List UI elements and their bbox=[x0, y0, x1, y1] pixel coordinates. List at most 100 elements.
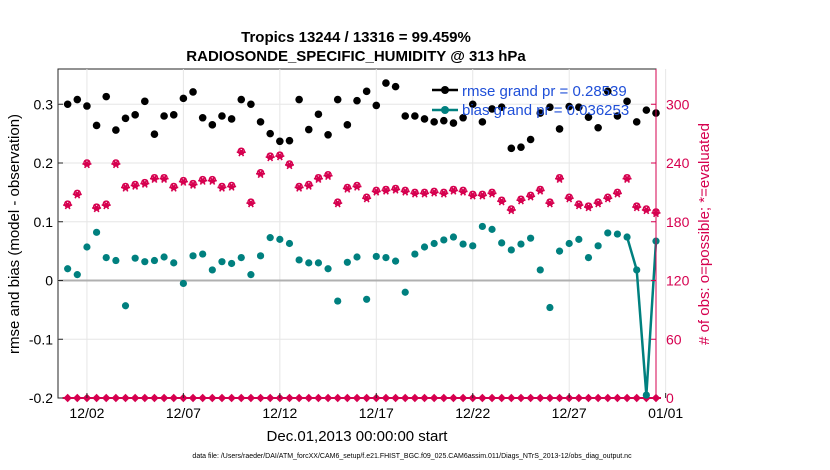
obs-evaluated-point bbox=[448, 186, 458, 195]
bias-point bbox=[131, 254, 139, 262]
obs-evaluated-point bbox=[362, 193, 372, 203]
obs-zero-point bbox=[130, 393, 141, 403]
bias-point bbox=[363, 295, 371, 303]
obs-evaluated-core bbox=[451, 188, 456, 193]
obs-evaluated-point bbox=[333, 198, 343, 208]
obs-evaluated-point bbox=[130, 181, 140, 190]
obs-zero-marker bbox=[150, 393, 159, 403]
y-left-tick-label: 0.3 bbox=[34, 96, 54, 112]
rmse-point bbox=[179, 94, 188, 103]
obs-evaluated-point bbox=[622, 174, 632, 183]
obs-evaluated-point bbox=[516, 195, 526, 205]
obs-evaluated-point bbox=[294, 183, 304, 192]
obs-evaluated-point bbox=[468, 191, 478, 200]
obs-evaluated-point bbox=[458, 187, 468, 196]
obs-zero-marker bbox=[593, 393, 603, 403]
rmse-point bbox=[218, 112, 226, 120]
obs-zero-point bbox=[110, 393, 121, 403]
data-file-footnote: data file: /Users/raeder/DAI/ATM_forcXX/… bbox=[192, 453, 632, 460]
bias-point bbox=[208, 266, 216, 274]
x-tick-label: 12/17 bbox=[359, 405, 394, 421]
y-right-tick-label: 0 bbox=[666, 390, 674, 406]
obs-zero-marker bbox=[603, 393, 613, 403]
obs-zero-point bbox=[294, 393, 305, 403]
obs-evaluated-point bbox=[198, 176, 208, 185]
obs-evaluated-core bbox=[470, 193, 475, 198]
bias-point bbox=[498, 239, 506, 247]
obs-evaluated-core bbox=[615, 191, 620, 196]
obs-evaluated-point bbox=[352, 182, 362, 191]
obs-evaluated-core bbox=[345, 186, 350, 191]
obs-evaluated-point bbox=[323, 171, 333, 181]
bias-point bbox=[353, 253, 361, 261]
obs-zero-point bbox=[515, 393, 526, 403]
obs-zero-marker bbox=[227, 393, 236, 403]
bias-point bbox=[527, 234, 535, 242]
obs-evaluated-point bbox=[121, 183, 131, 192]
obs-evaluated-point bbox=[207, 176, 217, 185]
rmse-point bbox=[247, 100, 255, 109]
bias-point bbox=[382, 253, 390, 262]
obs-count-series bbox=[62, 147, 661, 403]
y-axis-right: 0 60 120 180 240 300 bbox=[651, 69, 690, 406]
y-left-tick-label: 0 bbox=[45, 273, 53, 289]
obs-evaluated-core bbox=[480, 193, 485, 198]
obs-evaluated-core bbox=[595, 200, 601, 206]
obs-evaluated-core bbox=[229, 184, 234, 189]
obs-evaluated-point bbox=[593, 198, 603, 208]
rmse-point bbox=[497, 103, 506, 111]
rmse-point bbox=[546, 103, 554, 111]
obs-zero-marker bbox=[159, 393, 169, 403]
rmse-point bbox=[285, 136, 294, 145]
obs-zero-point bbox=[207, 393, 218, 403]
rmse-point bbox=[575, 103, 583, 111]
obs-zero-point bbox=[245, 393, 256, 403]
obs-zero-marker bbox=[256, 393, 265, 403]
obs-evaluated-core bbox=[65, 202, 70, 208]
obs-zero-point bbox=[101, 393, 112, 403]
rmse-point bbox=[411, 112, 419, 120]
bias-point bbox=[314, 259, 323, 267]
bias-point bbox=[247, 271, 255, 279]
obs-evaluated-core bbox=[644, 207, 649, 213]
bias-point bbox=[594, 242, 602, 250]
obs-zero-marker bbox=[285, 393, 294, 403]
y-right-tick-label: 240 bbox=[666, 155, 690, 171]
y-right-tick-label: 180 bbox=[666, 214, 690, 230]
obs-zero-point bbox=[631, 393, 642, 403]
obs-evaluated-point bbox=[506, 205, 516, 215]
rmse-point bbox=[362, 87, 371, 96]
rmse-point bbox=[102, 92, 111, 101]
obs-evaluated-point bbox=[583, 202, 593, 212]
obs-evaluated-point bbox=[564, 193, 574, 203]
obs-evaluated-core bbox=[296, 185, 302, 190]
bias-point bbox=[546, 303, 554, 312]
bias-point bbox=[642, 391, 650, 399]
rmse-point bbox=[112, 126, 120, 134]
obs-evaluated-point bbox=[188, 180, 198, 189]
obs-evaluated-core bbox=[316, 176, 321, 181]
obs-evaluated-point bbox=[641, 205, 651, 215]
obs-evaluated-core bbox=[364, 196, 369, 201]
rmse-point bbox=[420, 115, 429, 123]
obs-evaluated-core bbox=[576, 202, 582, 208]
obs-zero-point bbox=[525, 393, 536, 403]
obs-zero-point bbox=[400, 393, 411, 403]
x-tick-label: 12/27 bbox=[552, 405, 587, 421]
obs-evaluated-core bbox=[171, 185, 176, 190]
obs-evaluated-point bbox=[236, 147, 246, 157]
obs-zero-point bbox=[120, 393, 131, 403]
rmse-point bbox=[121, 114, 130, 123]
rmse-point bbox=[333, 95, 342, 104]
obs-evaluated-point bbox=[256, 169, 266, 179]
obs-evaluated-core bbox=[132, 183, 138, 188]
obs-zero-marker bbox=[536, 393, 545, 403]
obs-zero-point bbox=[622, 393, 633, 403]
obs-zero-marker bbox=[555, 393, 564, 403]
rmse-point bbox=[198, 113, 207, 122]
y-left-tick-label: 0.2 bbox=[34, 155, 54, 171]
obs-evaluated-point bbox=[612, 189, 622, 198]
obs-evaluated-core bbox=[538, 188, 543, 193]
obs-zero-marker bbox=[208, 393, 217, 403]
obs-evaluated-core bbox=[75, 192, 80, 197]
